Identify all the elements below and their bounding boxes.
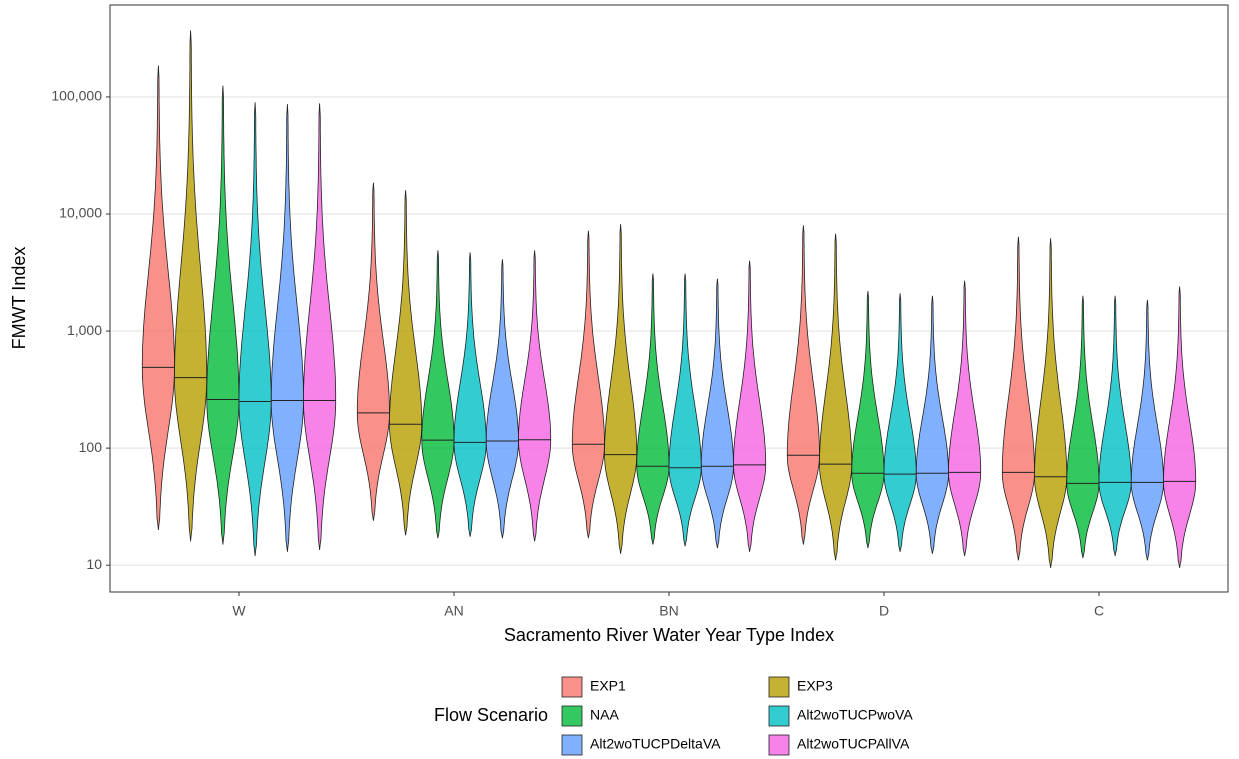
violin xyxy=(1001,236,1035,561)
violin xyxy=(389,190,423,536)
y-tick-label: 100,000 xyxy=(51,88,102,104)
x-tick-label: C xyxy=(1094,603,1104,619)
violin xyxy=(1098,295,1132,556)
legend-title: Flow Scenario xyxy=(434,705,548,725)
legend-label: Alt2woTUCPAllVA xyxy=(797,736,910,752)
legend-label: Alt2woTUCPDeltaVA xyxy=(590,736,721,752)
violin xyxy=(571,230,605,539)
y-tick-label: 10,000 xyxy=(59,205,102,221)
legend-key xyxy=(561,734,583,756)
violin xyxy=(356,182,390,521)
violin xyxy=(668,273,702,547)
legend-label: EXP1 xyxy=(590,678,626,694)
y-tick-label: 100 xyxy=(79,439,103,455)
legend-label: EXP3 xyxy=(797,678,833,694)
violin xyxy=(851,290,885,549)
legend-label: Alt2woTUCPwoVA xyxy=(797,707,913,723)
violin xyxy=(786,225,820,545)
violin xyxy=(604,224,638,554)
violin xyxy=(948,280,982,556)
legend-key xyxy=(768,705,790,727)
violin xyxy=(1066,295,1100,559)
violin xyxy=(819,233,853,561)
legend-label: NAA xyxy=(590,707,619,723)
violin xyxy=(1163,286,1197,568)
x-axis-title: Sacramento River Water Year Type Index xyxy=(504,625,834,645)
violin xyxy=(733,260,767,552)
violin xyxy=(303,103,337,550)
violin xyxy=(1034,238,1068,568)
violin xyxy=(518,250,552,542)
legend-key xyxy=(768,676,790,698)
legend-key xyxy=(561,705,583,727)
legend-key xyxy=(561,676,583,698)
violin xyxy=(636,273,670,545)
y-axis-title: FMWT Index xyxy=(9,247,29,350)
x-tick-label: W xyxy=(232,603,246,619)
y-tick-label: 1,000 xyxy=(67,322,102,338)
y-tick-label: 10 xyxy=(86,556,102,572)
x-tick-label: BN xyxy=(659,603,678,619)
legend-key xyxy=(768,734,790,756)
x-tick-label: D xyxy=(879,603,889,619)
x-tick-label: AN xyxy=(444,603,463,619)
violin xyxy=(174,30,208,542)
